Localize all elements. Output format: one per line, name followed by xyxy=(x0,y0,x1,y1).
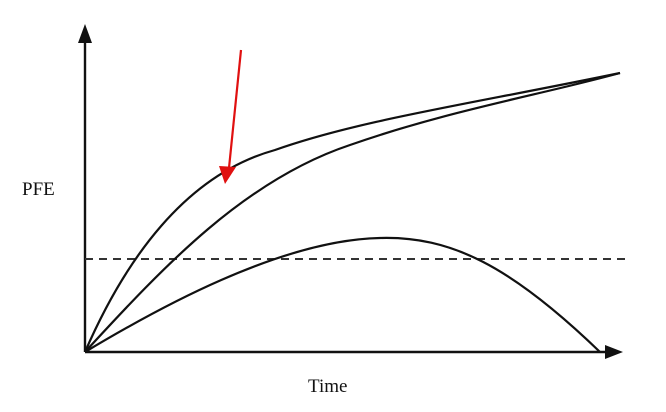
highlight-arrow-icon xyxy=(219,166,236,184)
y-axis-label: PFE xyxy=(22,179,55,200)
x-axis-label: Time xyxy=(308,376,347,397)
x-axis-arrowhead-icon xyxy=(605,345,623,359)
highlight-arrow-shaft xyxy=(227,49,243,169)
middle-exposure-curve xyxy=(84,71,621,353)
hump-exposure-curve xyxy=(84,236,601,353)
upper-exposure-curve xyxy=(83,71,621,353)
y-axis-arrowhead-icon xyxy=(78,24,92,43)
